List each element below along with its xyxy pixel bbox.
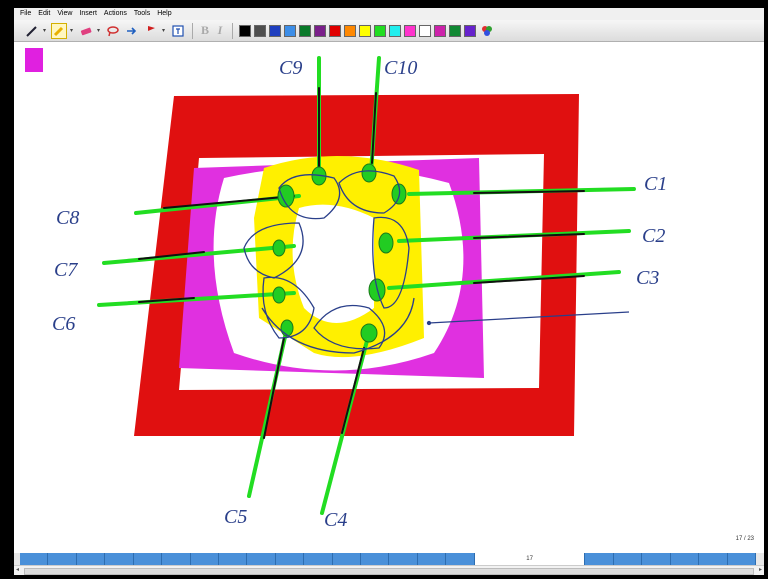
page-tab[interactable] [275,553,305,565]
color-swatch-8[interactable] [344,24,356,37]
page-tab[interactable] [105,553,134,565]
page-tab[interactable] [670,553,700,565]
current-color-square [25,48,43,72]
ink-loops [243,170,630,354]
bold-button[interactable]: B [200,23,209,37]
page-tab[interactable] [642,553,671,565]
insert-space-dropdown-icon[interactable]: ▾ [162,28,166,34]
label-c2: C2 [642,225,665,247]
pen-dropdown-icon[interactable]: ▾ [43,28,47,34]
menu-edit[interactable]: Edit [38,10,51,17]
color-swatch-5[interactable] [299,24,311,37]
color-swatch-16[interactable] [464,24,476,37]
color-swatch-12[interactable] [404,24,416,37]
scroll-left-icon[interactable]: ◂ [16,567,20,573]
color-picker-icon[interactable] [479,23,495,39]
color-swatch-3[interactable] [269,24,281,37]
horizontal-scrollbar[interactable]: ◂ ▸ [14,565,764,575]
label-c4: C4 [324,509,347,531]
page-tab[interactable] [446,553,475,565]
color-swatch-15[interactable] [449,24,461,37]
page-tab[interactable] [417,553,447,565]
red-frame [134,94,579,436]
label-c5: C5 [224,506,247,528]
label-c6: C6 [52,313,75,335]
label-c10: C10 [384,57,417,79]
color-swatch-11[interactable] [389,24,401,37]
color-swatch-2[interactable] [254,24,266,37]
label-c3: C3 [636,267,659,289]
pen-icon[interactable] [24,23,40,39]
color-swatch-6[interactable] [314,24,326,37]
highlighter-dropdown-icon[interactable]: ▾ [70,28,74,34]
scrollbar-thumb[interactable] [24,568,754,575]
label-c1: C1 [644,173,667,195]
label-c9: C9 [279,57,302,79]
page-tab[interactable] [133,553,163,565]
magenta-band [179,158,484,378]
page-tab[interactable] [699,553,728,565]
scroll-right-icon[interactable]: ▸ [758,567,762,573]
menu-bar: File Edit View Insert Actions Tools Help [14,8,764,20]
page-tab[interactable] [76,553,106,565]
italic-button[interactable]: I [217,23,223,37]
conductor-lines [97,56,636,515]
page-tab[interactable] [727,553,756,565]
page-indicator: 17 / 23 [735,536,754,542]
label-c8: C8 [56,207,79,229]
highlighter-icon[interactable] [51,22,67,39]
color-swatch-4[interactable] [284,24,296,37]
journal-window: File Edit View Insert Actions Tools Help… [14,8,764,575]
page-tab[interactable] [162,553,191,565]
lasso-icon[interactable] [105,23,121,39]
drawing-canvas[interactable]: C9 C10 C1 C2 C3 C8 C7 C6 C5 C4 [14,42,764,553]
page-tab[interactable] [247,553,276,565]
page-tab[interactable] [190,553,219,565]
page-tab[interactable] [389,553,418,565]
page-tab[interactable] [218,553,248,565]
color-swatch-9[interactable] [359,24,371,37]
menu-help[interactable]: Help [157,10,172,17]
color-swatch-10[interactable] [374,24,386,37]
text-box-icon[interactable] [170,23,186,39]
color-swatch-14[interactable] [434,24,446,37]
page-tab[interactable] [304,553,333,565]
conductor-dots [272,163,407,343]
page-tab[interactable] [20,553,49,565]
toolbar-divider [192,22,193,39]
select-icon[interactable] [124,23,140,39]
page-tab[interactable] [361,553,390,565]
yellow-ring [254,155,424,358]
toolbar: ▾ ▾ ▾ ▾ B I [14,20,764,42]
eraser-dropdown-icon[interactable]: ▾ [97,28,101,34]
label-c7: C7 [54,259,78,281]
conductor-labels: C9 C10 C1 C2 C3 C8 C7 C6 C5 C4 [52,57,667,531]
insert-space-icon[interactable] [143,23,159,39]
toolbar-divider [232,22,233,39]
bottom-bar: 17 ◂ ▸ [14,553,764,575]
color-swatch-13[interactable] [419,24,431,37]
color-palette [239,24,476,37]
page-tab[interactable] [585,553,614,565]
eraser-icon[interactable] [78,23,94,39]
menu-file[interactable]: File [20,10,32,17]
color-swatch-7[interactable] [329,24,341,37]
page-navigator: 17 [20,553,756,565]
menu-actions[interactable]: Actions [103,10,127,17]
page-tab[interactable] [332,553,362,565]
color-swatch-1[interactable] [239,24,251,37]
current-page-tab[interactable]: 17 [474,553,586,565]
menu-tools[interactable]: Tools [133,10,151,17]
page-tab[interactable] [613,553,643,565]
menu-view[interactable]: View [57,10,73,17]
menu-insert[interactable]: Insert [79,10,97,17]
page-tab[interactable] [48,553,77,565]
